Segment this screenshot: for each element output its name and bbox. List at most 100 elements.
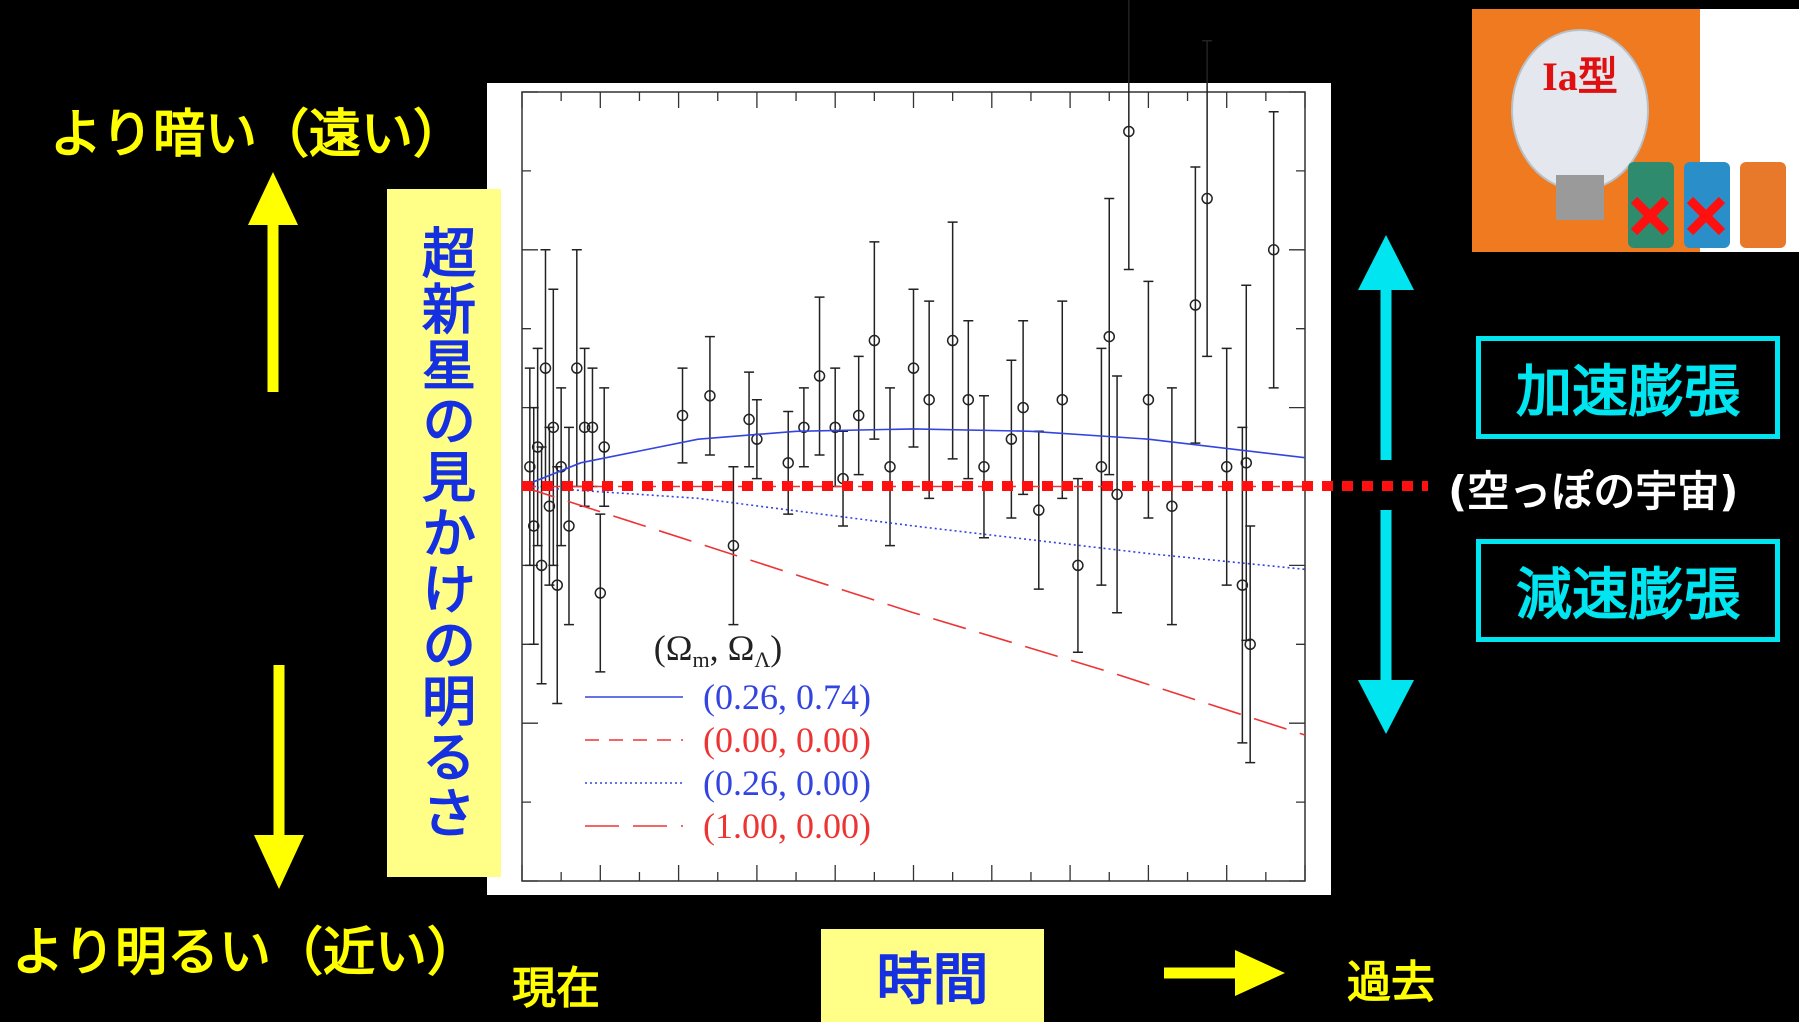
data-point <box>578 421 591 434</box>
empty-universe-label: (空っぽの宇宙) <box>1448 467 1739 516</box>
error-cap <box>1057 300 1068 500</box>
data-point <box>978 461 990 473</box>
up-arrow-head <box>248 172 298 225</box>
inset-label: Ia型 <box>1542 54 1618 99</box>
y-axis-label: 超新星の見かけの明るさ <box>387 189 501 877</box>
cyan-arrow-head-down <box>1358 680 1414 734</box>
data-point <box>571 362 583 374</box>
error-cap <box>1268 110 1279 389</box>
time-label: 時間 <box>821 929 1044 1022</box>
data-point <box>868 334 881 347</box>
error-cap <box>1006 359 1017 519</box>
model-curve <box>521 428 1306 488</box>
data-point <box>1166 500 1178 512</box>
legend-title: (Ωm, ΩΛ) <box>654 628 783 672</box>
cyan-arrow-head-up <box>1358 235 1414 290</box>
data-point <box>1244 638 1256 651</box>
error-cap <box>1202 39 1213 358</box>
legend-title-part: (Ω <box>654 628 693 668</box>
error-cap <box>908 288 919 448</box>
data-point <box>527 520 540 532</box>
legend-title-part: Λ <box>754 647 770 672</box>
error-cap <box>885 387 896 547</box>
brighter-label: より明るい（近い） <box>12 923 479 983</box>
data-point <box>1220 461 1233 473</box>
down-arrow-head <box>254 835 304 889</box>
data-point <box>594 587 607 599</box>
error-cap <box>1190 166 1201 444</box>
error-cap <box>869 241 880 440</box>
error-cap <box>728 466 739 626</box>
data-point <box>1201 192 1213 205</box>
error-cap <box>947 221 958 460</box>
data-point <box>1072 559 1084 572</box>
error-cap <box>1072 477 1083 653</box>
error-cap <box>1166 387 1177 626</box>
data-point <box>1056 393 1069 406</box>
error-cap <box>1018 320 1029 496</box>
data-point <box>1095 461 1108 473</box>
data-point <box>1189 299 1202 311</box>
error-cap <box>798 387 809 468</box>
error-cap <box>783 410 794 515</box>
inset-image: Ia型 <box>1472 9 1799 252</box>
data-point <box>829 421 841 434</box>
data-point <box>946 334 959 347</box>
past-label: 過去 <box>1347 957 1435 1008</box>
error-cap <box>1123 268 1134 271</box>
yellow-arrows <box>248 172 1285 996</box>
data-point <box>1240 457 1253 469</box>
legend-label: (1.00, 0.00) <box>703 806 871 846</box>
data-point <box>1142 393 1155 406</box>
error-cap <box>744 371 755 468</box>
legend-title-part: ) <box>770 628 782 668</box>
data-point <box>813 370 826 382</box>
battery <box>1740 162 1786 248</box>
data-point <box>1017 401 1029 414</box>
error-cap <box>838 430 849 527</box>
data-point <box>563 520 575 532</box>
data-point <box>1236 579 1249 591</box>
data-point <box>555 461 567 473</box>
decelerating-box: 減速膨張 <box>1476 539 1780 642</box>
data-point <box>539 362 552 374</box>
data-point <box>551 579 563 591</box>
legend-label: (0.26, 0.00) <box>703 763 871 803</box>
data-point <box>962 393 975 406</box>
data-point <box>884 461 896 473</box>
error-cap <box>1245 525 1256 764</box>
error-cap <box>704 335 715 456</box>
data-point <box>907 362 920 374</box>
error-cap <box>677 367 688 464</box>
data-point <box>1123 125 1135 138</box>
error-cap <box>1221 347 1232 586</box>
data-point <box>547 421 560 434</box>
now-label: 現在 <box>512 963 600 1014</box>
data-point <box>676 409 689 422</box>
error-cap <box>978 395 989 539</box>
bulb-base <box>1556 175 1604 220</box>
data-point <box>1111 488 1123 501</box>
legend-label: (0.26, 0.74) <box>703 677 871 717</box>
error-cap <box>924 300 935 500</box>
data-point <box>782 457 794 469</box>
dimmer-label: より暗い（遠い） <box>50 105 465 165</box>
error-cap <box>853 355 864 476</box>
plot: (Ωm, ΩΛ) (0.26, 0.74)(0.00, 0.00)(0.26, 0… <box>521 0 1306 882</box>
data-point <box>524 461 536 473</box>
legend-label: (0.00, 0.00) <box>703 720 871 760</box>
error-cap <box>556 387 567 547</box>
legend-title-part: m <box>692 647 709 672</box>
data-point <box>1267 244 1280 256</box>
data-point <box>535 559 548 572</box>
error-cap <box>595 513 606 673</box>
legend-title-part: , Ω <box>710 628 755 668</box>
data-point <box>1033 504 1045 516</box>
model-curve <box>521 485 1306 736</box>
error-cap <box>1104 197 1115 476</box>
error-cap <box>1096 347 1107 586</box>
data-point <box>598 441 610 453</box>
data-point <box>704 390 716 402</box>
